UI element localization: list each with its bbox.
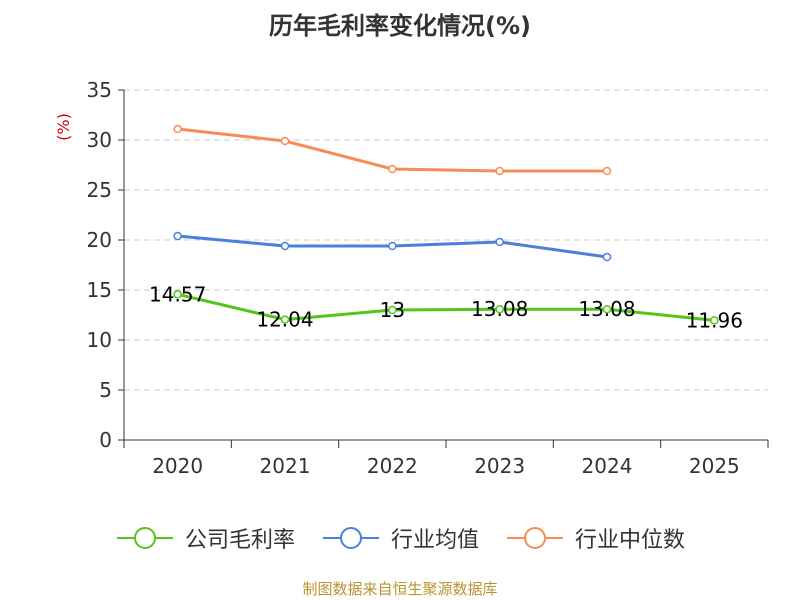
x-tick-label: 2023 <box>474 454 525 478</box>
series-line-2 <box>177 127 607 173</box>
x-tick-label: 2024 <box>582 454 633 478</box>
data-point-0 <box>280 315 290 324</box>
data-label: 14.57 <box>149 282 206 306</box>
legend-line-icon <box>322 527 379 549</box>
data-point-0 <box>495 304 504 314</box>
data-point-1 <box>602 252 612 262</box>
series-line-0 <box>177 292 715 322</box>
data-point-2 <box>280 136 290 146</box>
data-point-2 <box>388 164 397 174</box>
x-tick-label: 2025 <box>689 454 740 478</box>
legend-line-icon <box>116 527 173 549</box>
data-point-2 <box>495 166 504 176</box>
y-tick-label: 10 <box>87 328 112 352</box>
legend-item-company[interactable]: 公司毛利率 <box>115 522 295 554</box>
legend-item-industry-mean[interactable]: 行业均值 <box>321 522 479 554</box>
legend-line-icon <box>507 527 563 549</box>
y-tick-label: 20 <box>87 228 112 252</box>
data-point-0 <box>388 305 397 315</box>
data-point-1 <box>495 237 504 247</box>
y-tick-label: 30 <box>87 128 112 152</box>
data-label: 13.08 <box>471 297 528 321</box>
data-point-1 <box>388 241 397 251</box>
legend-label-industry-median: 行业中位数 <box>575 528 686 553</box>
y-tick-label: 5 <box>99 378 112 402</box>
data-label: 13.08 <box>578 297 635 321</box>
legend: 公司毛利率 行业均值 行业中位数 <box>0 518 800 558</box>
y-tick-label: 0 <box>99 428 112 452</box>
data-label: 13 <box>380 298 405 322</box>
y-axis-label: (%) <box>54 113 73 141</box>
data-point-1 <box>280 241 290 251</box>
y-tick-label: 15 <box>87 278 112 302</box>
legend-label-company: 公司毛利率 <box>184 528 295 553</box>
chart-title: 历年毛利率变化情况(%) <box>269 12 531 40</box>
x-tick-label: 2021 <box>260 454 311 478</box>
data-point-2 <box>602 166 612 176</box>
y-tick-label: 25 <box>87 178 112 202</box>
legend-item-industry-median[interactable]: 行业中位数 <box>505 522 685 554</box>
data-point-0 <box>710 316 719 325</box>
data-point-1 <box>173 231 182 241</box>
x-tick-label: 2020 <box>152 454 203 478</box>
data-point-0 <box>602 304 612 314</box>
x-tick-label: 2022 <box>367 454 418 478</box>
data-point-0 <box>173 290 182 299</box>
data-label: 12.04 <box>256 308 313 332</box>
source-note: 制图数据来自恒生聚源数据库 <box>302 580 498 598</box>
data-point-2 <box>173 124 182 134</box>
y-tick-label: 35 <box>87 78 112 102</box>
legend-label-industry-mean: 行业均值 <box>390 528 479 553</box>
data-label: 11.96 <box>686 308 743 332</box>
